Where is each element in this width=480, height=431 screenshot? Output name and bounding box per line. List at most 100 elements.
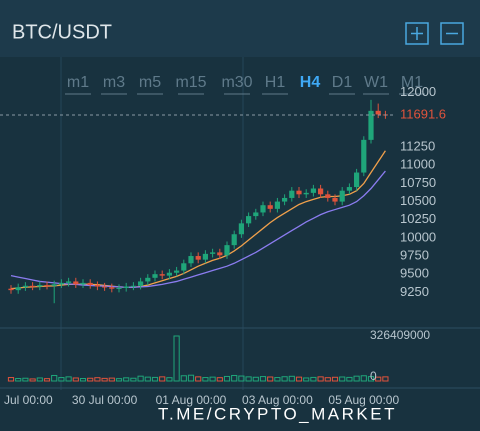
volume-bar xyxy=(173,335,180,382)
volume-bar xyxy=(123,377,130,382)
y-tick-label: 9750 xyxy=(400,247,429,262)
volume-bar xyxy=(87,377,94,382)
candle-body xyxy=(51,284,57,286)
candle-body xyxy=(174,270,180,273)
candle-body xyxy=(58,282,64,285)
timeframe-tab[interactable]: m30 xyxy=(221,74,252,91)
candle-body xyxy=(267,205,273,209)
candle-body xyxy=(303,192,309,195)
x-tick-label: 05 Aug 00:00 xyxy=(328,393,399,407)
volume-bar xyxy=(15,378,22,382)
volume-bar xyxy=(382,376,389,382)
candle-body xyxy=(282,197,288,202)
timeframe-tab[interactable]: M1 xyxy=(401,74,423,91)
candle-body xyxy=(274,201,280,209)
volume-bar xyxy=(29,378,36,382)
candle-body xyxy=(138,281,144,286)
last-price-label: 11691.6 xyxy=(400,106,446,121)
candle-body xyxy=(231,234,237,246)
candle-body xyxy=(80,282,86,285)
timeframe-tab[interactable]: m15 xyxy=(175,74,206,91)
timeframe-tab[interactable]: m1 xyxy=(67,74,89,91)
volume-bar xyxy=(339,376,346,382)
candle-body xyxy=(310,188,316,193)
candle-body xyxy=(102,286,108,288)
candle-body xyxy=(94,285,100,287)
volume-bar xyxy=(375,376,382,382)
volume-bar xyxy=(202,377,209,382)
volume-bar xyxy=(346,376,353,382)
volume-bar xyxy=(159,376,166,382)
candle-body xyxy=(202,253,208,260)
y-tick-label: 10750 xyxy=(400,175,436,190)
candle-body xyxy=(332,197,338,202)
header-bar xyxy=(0,0,480,57)
volume-bar xyxy=(137,375,144,382)
candle-body xyxy=(260,205,266,213)
volume-bar xyxy=(187,374,195,382)
candle-body xyxy=(224,245,230,256)
candle-body xyxy=(44,285,50,287)
volume-bar xyxy=(72,377,79,382)
volume-bar xyxy=(36,377,43,382)
candle-body xyxy=(15,287,21,291)
x-tick-label: 01 Aug 00:00 xyxy=(156,393,227,407)
y-tick-label: 12000 xyxy=(400,84,436,99)
timeframe-tab[interactable]: H4 xyxy=(300,74,321,91)
volume-bar xyxy=(295,376,303,382)
x-tick-label: 03 Aug 00:00 xyxy=(242,393,313,407)
volume-bar xyxy=(223,375,231,382)
volume-bar xyxy=(209,376,216,382)
volume-bar xyxy=(288,375,295,382)
y-tick-label: 10250 xyxy=(400,211,436,226)
volume-bar xyxy=(108,377,115,382)
timeframe-tab[interactable]: m3 xyxy=(103,74,125,91)
candle-body xyxy=(325,194,331,198)
volume-bar xyxy=(281,376,288,382)
pair-title: BTC/USDT xyxy=(12,21,112,43)
candle-body xyxy=(73,281,79,285)
volume-bar xyxy=(353,375,360,382)
volume-bar xyxy=(324,377,331,382)
x-tick-label: 30 Jul 00:00 xyxy=(72,393,138,407)
candle-body xyxy=(8,288,14,291)
candle-body xyxy=(375,110,381,115)
candle-body xyxy=(246,216,252,224)
volume-bar xyxy=(267,376,274,382)
x-tick-label: Jul 00:00 xyxy=(4,393,53,407)
volume-bar xyxy=(180,375,187,382)
candle-body xyxy=(210,252,216,254)
candle-body xyxy=(166,272,172,276)
candle-body xyxy=(361,139,367,173)
candle-body xyxy=(289,190,295,198)
candle-body xyxy=(145,277,151,282)
candle-body xyxy=(159,274,165,276)
volume-bar xyxy=(144,376,151,382)
candle-body xyxy=(195,256,201,260)
candle-body xyxy=(152,274,158,278)
zoom-in-button[interactable] xyxy=(405,22,429,45)
zoom-out-button[interactable] xyxy=(440,22,464,45)
volume-tick-label: 326409000 xyxy=(370,328,430,342)
volume-bar xyxy=(115,378,123,382)
timeframe-tab[interactable]: m5 xyxy=(139,74,161,91)
candle-body xyxy=(339,190,345,202)
volume-bar xyxy=(259,376,267,382)
volume-bar xyxy=(252,376,259,382)
volume-tick-label: 0 xyxy=(370,369,377,383)
volume-bar xyxy=(303,377,310,382)
timeframe-tab[interactable]: W1 xyxy=(364,74,388,91)
timeframe-tab[interactable]: D1 xyxy=(332,74,353,91)
volume-bar xyxy=(367,376,375,382)
candle-body xyxy=(37,285,43,287)
y-tick-label: 9500 xyxy=(400,266,429,281)
candle-body xyxy=(346,187,352,191)
candle-body xyxy=(66,281,72,283)
volume-bar xyxy=(238,375,245,382)
timeframe-tab[interactable]: H1 xyxy=(265,74,286,91)
volume-bar xyxy=(216,377,223,382)
candle-body xyxy=(238,223,244,235)
volume-bar xyxy=(7,377,15,382)
y-tick-label: 10000 xyxy=(400,229,436,244)
